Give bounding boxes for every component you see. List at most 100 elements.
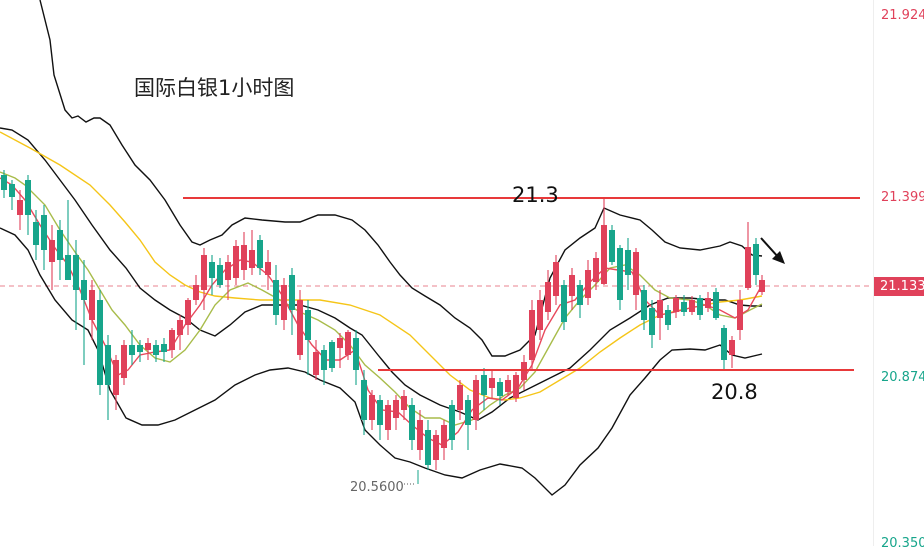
candle-body (289, 275, 295, 310)
candle-body (305, 310, 311, 340)
candle-body (601, 225, 607, 284)
candle-body (57, 230, 63, 260)
candle-body (393, 400, 399, 418)
candle-body (201, 255, 207, 290)
candle-body (41, 215, 47, 250)
candle-body (641, 290, 647, 320)
candle-body (585, 270, 591, 298)
ma-slow-line (0, 131, 763, 401)
candle-body (705, 298, 711, 308)
candle-body (105, 345, 111, 385)
candle-body (121, 345, 127, 378)
candle-body (553, 262, 559, 296)
candle-body (665, 310, 671, 325)
candle-body (97, 300, 103, 385)
candle-body (721, 328, 727, 360)
candle-body (193, 285, 199, 300)
candle-body (337, 338, 343, 348)
candle-body (577, 285, 583, 305)
candle-body (545, 282, 551, 312)
candle-body (465, 400, 471, 425)
candle-body (345, 332, 351, 355)
candle-body (177, 320, 183, 335)
candle-body (273, 280, 279, 315)
candle-body (297, 300, 303, 355)
candle-body (225, 262, 231, 280)
low-price-label: 20.5600 (350, 480, 404, 495)
candle-body (713, 292, 719, 318)
candle-body (65, 255, 71, 280)
bollinger-lower-band (0, 227, 763, 496)
candle-body (361, 380, 367, 420)
candle-body (185, 300, 191, 325)
candle-body (33, 222, 39, 245)
candle-body (617, 248, 623, 300)
candle-body (473, 380, 479, 420)
candle-body (745, 247, 751, 288)
candle-body (729, 340, 735, 355)
support-label: 20.8 (711, 380, 758, 404)
bollinger-middle-band (0, 127, 762, 421)
candle-body (569, 275, 575, 296)
candle-body (457, 385, 463, 410)
candle-body (9, 184, 15, 197)
candle-body (489, 378, 495, 388)
candle-body (89, 290, 95, 320)
candle-body (145, 343, 151, 350)
candle-body (129, 345, 135, 355)
candle-body (513, 375, 519, 398)
candle-body (417, 420, 423, 450)
current-price-tag: 21.133 (874, 277, 924, 296)
candle-body (73, 255, 79, 290)
candle-body (505, 380, 511, 392)
candle-body (561, 285, 567, 322)
candle-body (681, 302, 687, 312)
candle-body (169, 330, 175, 350)
candle-body (17, 200, 23, 215)
candle-body (233, 246, 239, 278)
candle-body (81, 280, 87, 300)
candle-body (113, 360, 119, 395)
candle-body (1, 175, 7, 190)
candle-body (689, 300, 695, 312)
candle-body (49, 240, 55, 262)
candle-body (241, 245, 247, 270)
candle-body (737, 300, 743, 330)
candle-body (25, 180, 31, 215)
down-arrow-icon (760, 237, 785, 264)
candle-body (625, 250, 631, 275)
candle-body (697, 298, 703, 315)
candle-body (401, 396, 407, 410)
candle-body (529, 310, 535, 360)
candle-body (441, 425, 447, 448)
chart-title: 国际白银1小时图 (134, 76, 295, 100)
candle-body (649, 308, 655, 335)
candle-body (209, 262, 215, 278)
y-tick-0: 21.924 (881, 8, 924, 23)
candle-body (265, 262, 271, 275)
candle-body (753, 244, 759, 275)
candle-body (425, 430, 431, 465)
candle-body (673, 298, 679, 312)
candle-body (633, 252, 639, 295)
candle-body (449, 405, 455, 440)
candle-body (313, 352, 319, 375)
bollinger-upper-band (39, 0, 763, 357)
candle-body (257, 240, 263, 268)
candle-body (137, 345, 143, 352)
candle-body (321, 350, 327, 370)
y-tick-3: 20.874 (881, 370, 924, 385)
candle-body (537, 300, 543, 330)
candle-body (385, 405, 391, 430)
candle-body (593, 258, 599, 282)
y-tick-1: 21.399 (881, 190, 924, 205)
candle-body (497, 382, 503, 396)
candle-body (161, 344, 167, 352)
y-tick-4: 20.350 (881, 536, 924, 551)
candle-body (409, 405, 415, 440)
candle-body (433, 435, 439, 460)
candle-body (657, 300, 663, 318)
candle-body (281, 285, 287, 320)
candles-group (1, 170, 765, 470)
